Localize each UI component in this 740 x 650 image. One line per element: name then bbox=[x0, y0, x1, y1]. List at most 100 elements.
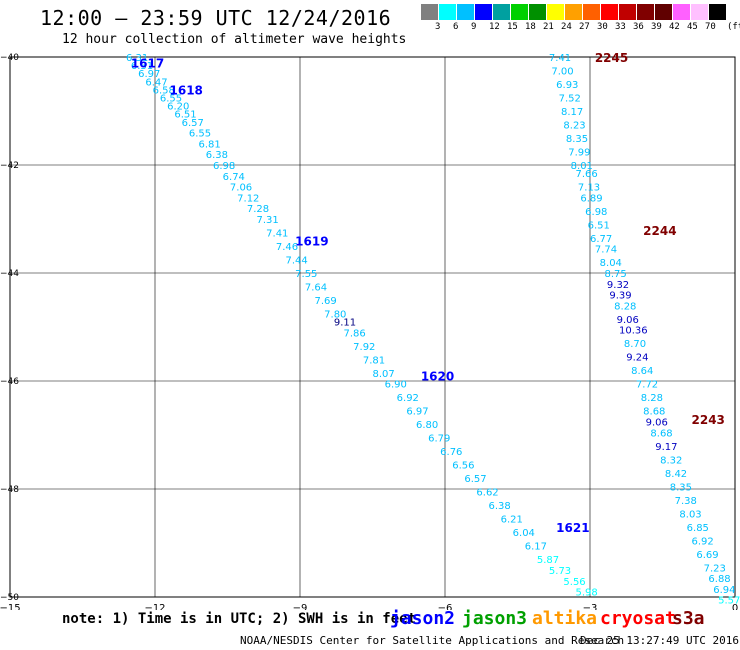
swh-value: 6.51 bbox=[588, 220, 610, 231]
swh-value: 7.31 bbox=[257, 215, 279, 226]
swh-value: 8.64 bbox=[631, 366, 653, 377]
swh-value: 6.81 bbox=[199, 139, 221, 150]
color-scale-bar bbox=[421, 4, 727, 20]
swh-value: 7.06 bbox=[230, 183, 252, 194]
color-scale-tick: 12 bbox=[489, 22, 500, 32]
swh-value: 7.92 bbox=[353, 342, 375, 353]
color-swatch bbox=[655, 4, 673, 20]
swh-value: 7.74 bbox=[595, 245, 617, 256]
wave-height-map: −15 −12 −9 −6 −3 0−40−42−44−46−48−506.316.316… bbox=[0, 51, 740, 610]
note-text: note: 1) Time is in UTC; 2) SWH is in fe… bbox=[62, 611, 417, 627]
swh-value: 7.23 bbox=[704, 563, 726, 574]
swh-value: 8.28 bbox=[614, 301, 636, 312]
pass-time-label: 1617 bbox=[131, 56, 164, 70]
swh-value: 6.97 bbox=[406, 407, 428, 418]
swh-value: 6.04 bbox=[513, 528, 535, 539]
swh-value: 8.03 bbox=[679, 509, 701, 520]
color-swatch bbox=[709, 4, 727, 20]
color-swatch bbox=[583, 4, 601, 20]
pass-time-label: 1620 bbox=[421, 370, 454, 384]
color-swatch bbox=[619, 4, 637, 20]
swh-value: 5.87 bbox=[537, 555, 559, 566]
swh-value: 6.56 bbox=[452, 461, 474, 472]
swh-value: 8.23 bbox=[563, 121, 585, 132]
color-scale-tick: 15 bbox=[507, 22, 518, 32]
swh-value: 6.74 bbox=[223, 172, 245, 183]
swh-value: 6.90 bbox=[385, 380, 407, 391]
swh-value: 6.20 bbox=[167, 102, 189, 113]
color-scale-tick: 9 bbox=[471, 22, 477, 32]
swh-value: 8.70 bbox=[624, 339, 646, 350]
color-swatch bbox=[691, 4, 709, 20]
swh-value: 6.51 bbox=[174, 110, 196, 121]
swh-value: 7.64 bbox=[305, 283, 327, 294]
swh-value: 6.94 bbox=[713, 585, 735, 596]
swh-value: 6.79 bbox=[428, 434, 450, 445]
pass-time-label: 1621 bbox=[556, 521, 589, 535]
color-scale-tick: 39 bbox=[651, 22, 662, 32]
satellite-legend-item: cryosat bbox=[600, 608, 676, 629]
swh-value: 6.98 bbox=[585, 207, 607, 218]
swh-value: 5.57 bbox=[718, 596, 740, 607]
color-swatch bbox=[637, 4, 655, 20]
color-scale-unit: (ft) bbox=[727, 22, 740, 32]
swh-value: 7.28 bbox=[247, 204, 269, 215]
swh-value: 8.68 bbox=[643, 407, 665, 418]
swh-value: 7.41 bbox=[549, 53, 571, 64]
y-tick-label: −50 bbox=[0, 593, 19, 603]
swh-value: 9.11 bbox=[334, 318, 356, 329]
swh-value: 8.35 bbox=[670, 482, 692, 493]
color-scale-tick: 36 bbox=[633, 22, 644, 32]
page-subtitle: 12 hour collection of altimeter wave hei… bbox=[62, 32, 407, 47]
swh-value: 6.92 bbox=[397, 393, 419, 404]
swh-value: 6.76 bbox=[440, 447, 462, 458]
color-scale-tick: 42 bbox=[669, 22, 680, 32]
swh-value: 7.38 bbox=[675, 496, 697, 507]
swh-value: 6.57 bbox=[182, 118, 204, 129]
swh-value: 6.92 bbox=[692, 536, 714, 547]
swh-value: 5.98 bbox=[576, 588, 598, 599]
swh-value: 7.99 bbox=[568, 148, 590, 159]
x-tick-label: −12 bbox=[144, 603, 165, 610]
color-swatch bbox=[565, 4, 583, 20]
swh-value: 5.73 bbox=[549, 566, 571, 577]
swh-value: 7.00 bbox=[551, 67, 573, 78]
swh-value: 6.62 bbox=[476, 488, 498, 499]
swh-value: 8.04 bbox=[600, 258, 622, 269]
pass-time-label: 2243 bbox=[692, 413, 725, 427]
swh-value: 6.31 bbox=[126, 53, 148, 64]
swh-value: 6.47 bbox=[145, 77, 167, 88]
satellite-legend-item: s3a bbox=[672, 608, 705, 629]
swh-value: 9.17 bbox=[655, 442, 677, 453]
color-scale-tick: 30 bbox=[597, 22, 608, 32]
swh-value: 9.32 bbox=[607, 280, 629, 291]
satellite-legend-item: altika bbox=[532, 608, 598, 629]
color-swatch bbox=[547, 4, 565, 20]
x-tick-label: −15 bbox=[0, 603, 21, 610]
swh-value: 7.66 bbox=[576, 169, 598, 180]
swh-value: 6.89 bbox=[580, 193, 602, 204]
swh-value: 8.17 bbox=[561, 107, 583, 118]
swh-value: 7.55 bbox=[295, 269, 317, 280]
y-tick-label: −40 bbox=[0, 53, 19, 63]
y-tick-label: −48 bbox=[0, 485, 19, 495]
swh-value: 10.36 bbox=[619, 326, 648, 337]
pass-time-label: 2244 bbox=[643, 224, 676, 238]
color-swatch bbox=[529, 4, 547, 20]
color-swatch bbox=[673, 4, 691, 20]
color-swatch bbox=[475, 4, 493, 20]
color-scale-tick: 70 bbox=[705, 22, 716, 32]
pass-time-label: 2245 bbox=[595, 51, 628, 65]
swh-value: 8.32 bbox=[660, 455, 682, 466]
page-title: 12:00 – 23:59 UTC 12/24/2016 bbox=[40, 6, 392, 30]
y-tick-label: −44 bbox=[0, 269, 19, 279]
timestamp-text: Dec 25 13:27:49 UTC 2016 bbox=[580, 634, 739, 647]
swh-value: 6.55 bbox=[160, 94, 182, 105]
swh-value: 8.01 bbox=[571, 161, 593, 172]
x-tick-label: −3 bbox=[583, 603, 598, 610]
swh-value: 6.69 bbox=[696, 550, 718, 561]
pass-time-label: 1618 bbox=[170, 83, 203, 97]
swh-value: 9.06 bbox=[646, 418, 668, 429]
swh-value: 7.80 bbox=[324, 310, 346, 321]
swh-value: 5.56 bbox=[563, 577, 585, 588]
